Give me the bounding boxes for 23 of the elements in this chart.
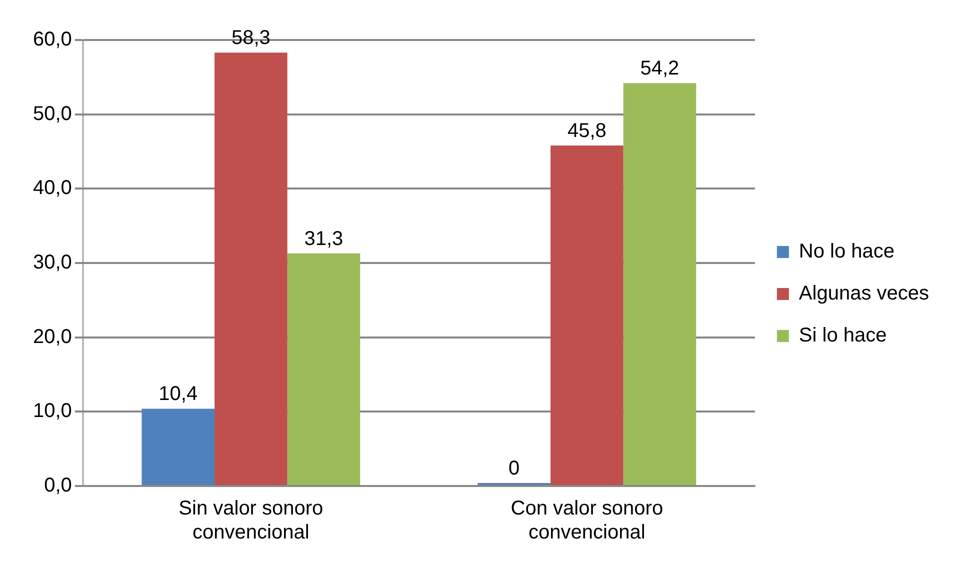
y-tick-label: 20,0 (32, 326, 72, 348)
data-label: 45,8 (567, 120, 606, 142)
y-tick-label: 60,0 (32, 28, 72, 51)
x-tick-label: Sin valor sonoro convencional (178, 498, 324, 544)
legend-label: No lo hace (798, 240, 895, 263)
bar (287, 253, 360, 485)
y-tick-label: 50,0 (32, 102, 72, 125)
data-label: 0 (508, 458, 520, 480)
legend-label: Si lo hace (798, 324, 887, 347)
bar (623, 83, 696, 485)
x-tick-label: Con valor sonoro convencional (510, 498, 664, 544)
legend-label: Algunas veces (798, 282, 929, 305)
data-label: 54,2 (640, 58, 680, 80)
y-tick-label: 10,0 (32, 400, 72, 422)
bar (214, 52, 288, 485)
data-label: 58,3 (231, 27, 270, 50)
y-tick-label: 30,0 (32, 252, 72, 274)
y-tick-label: 0,0 (44, 474, 72, 497)
data-label: 31,3 (304, 228, 344, 250)
data-label: 10,4 (158, 383, 198, 406)
bar (142, 408, 215, 485)
bar (550, 146, 624, 485)
y-tick-label: 40,0 (32, 177, 72, 200)
